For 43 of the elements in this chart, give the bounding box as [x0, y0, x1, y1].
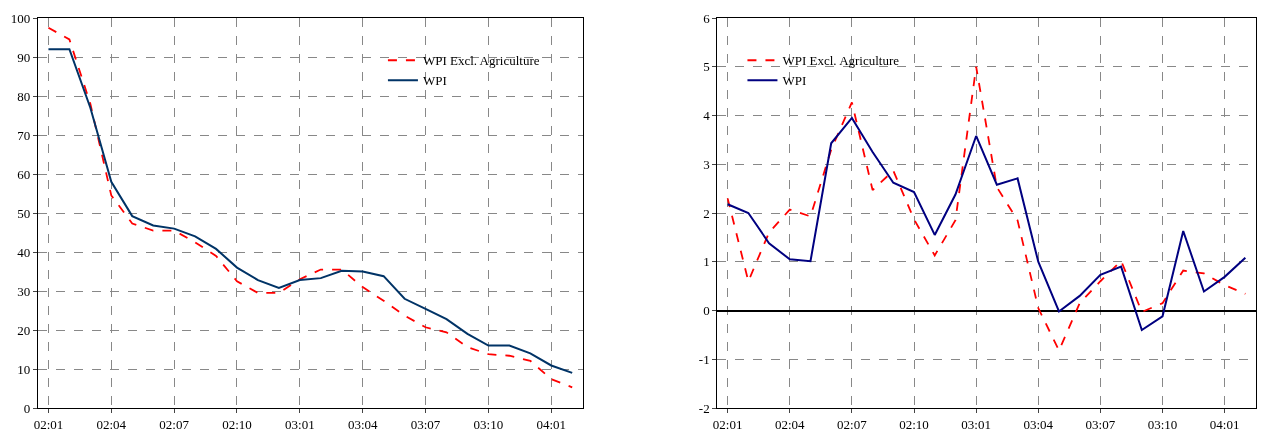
- y-tick-label: 90: [17, 49, 31, 65]
- y-tick-label: 0: [23, 400, 31, 416]
- x-tick-label: 03:01: [961, 416, 991, 432]
- y-tick-label: -1: [698, 351, 710, 367]
- x-tick-label: 02:04: [96, 416, 127, 432]
- y-tick-label: 60: [17, 166, 31, 182]
- x-tick-label: 04:01: [1209, 416, 1240, 432]
- x-tick-label: 03:04: [347, 416, 378, 432]
- line-series: [726, 116, 1247, 331]
- x-tick-label: 02:07: [837, 416, 868, 432]
- y-tick-label: 6: [703, 10, 711, 26]
- legend-label: WPI: [422, 73, 447, 89]
- legend-label: WPI Excl. Agriculture: [782, 53, 900, 69]
- x-tick-label: 03:07: [410, 416, 441, 432]
- x-tick-label: 03:01: [285, 416, 315, 432]
- y-tick-label: 0: [703, 303, 710, 319]
- y-tick-label: 30: [17, 283, 31, 299]
- y-tick-label: 40: [17, 244, 31, 260]
- y-tick-label: 5: [703, 59, 710, 75]
- y-tick-label: -2: [698, 400, 710, 416]
- x-tick-label: 02:04: [774, 416, 806, 432]
- x-tick-label: 02:01: [33, 416, 64, 432]
- y-tick-label: 3: [703, 156, 710, 172]
- y-tick-label: 50: [17, 205, 31, 221]
- x-tick-label: 03:07: [1085, 416, 1116, 432]
- legend-label: WPI: [782, 73, 807, 89]
- legend-label: WPI Excl. Agriculture: [422, 53, 540, 69]
- x-tick-label: 04:01: [536, 416, 567, 432]
- x-tick-label: 02:10: [222, 416, 252, 432]
- x-tick-label: 03:10: [473, 416, 504, 432]
- x-tick-label: 02:01: [712, 416, 743, 432]
- y-tick-label: 1: [703, 254, 710, 270]
- y-tick-label: 10: [17, 361, 31, 377]
- y-tick-label: 2: [703, 205, 710, 221]
- y-tick-label: 100: [10, 10, 31, 26]
- y-tick-label: 4: [703, 108, 711, 124]
- y-tick-label: 80: [17, 88, 31, 104]
- x-tick-label: 03:04: [1023, 416, 1054, 432]
- x-tick-label: 02:10: [899, 416, 929, 432]
- x-tick-label: 02:07: [159, 416, 190, 432]
- x-tick-label: 03:10: [1147, 416, 1178, 432]
- y-tick-label: 20: [17, 322, 31, 338]
- y-tick-label: 70: [17, 127, 31, 143]
